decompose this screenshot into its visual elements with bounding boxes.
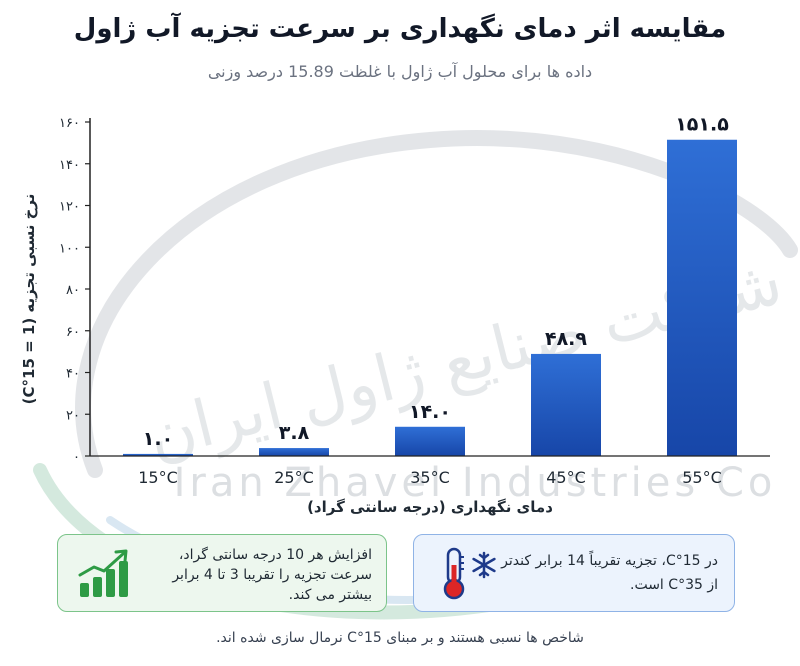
bar-value-label: ۴۸.۹ xyxy=(545,328,587,350)
insight-text-cold: در 15°C، تجزیه تقریباً 14 برابر کندتر از… xyxy=(501,553,718,593)
bar-chart: ۰ ۲۰ ۴۰ ۶۰ ۸۰ ۱۰۰ ۱۲۰ ۱۴۰ ۱۶۰ ۱.۰ ۳.۸ ۱۴.۰ ۴۸.۹ ۱۵۱.… xyxy=(59,114,770,487)
insight-card-growth: افزایش هر 10 درجه سانتی گراد، سرعت تجزیه… xyxy=(57,534,387,612)
bar-4 xyxy=(667,139,737,456)
y-tick-label: ۶۰ xyxy=(66,325,80,340)
bar-value-label: ۱۵۱.۵ xyxy=(675,114,729,136)
insight-text-growth: افزایش هر 10 درجه سانتی گراد، سرعت تجزیه… xyxy=(172,547,372,603)
y-tick-label: ۴۰ xyxy=(66,367,80,382)
y-tick-label: ۱۶۰ xyxy=(59,116,80,131)
growth-chart-icon xyxy=(78,549,128,597)
bar-2 xyxy=(395,426,465,456)
bar-value-label: ۳.۸ xyxy=(279,422,310,444)
bar-0 xyxy=(123,453,193,456)
chart-title: مقایسه اثر دمای نگهداری بر سرعت تجزیه آب… xyxy=(73,14,727,44)
x-tick-label: 55°C xyxy=(682,468,722,487)
bar-value-label: ۱.۰ xyxy=(143,428,173,450)
y-tick-label: ۸۰ xyxy=(66,283,80,298)
y-tick-label: ۲۰ xyxy=(66,408,80,423)
y-axis-label: نرخ نسبی تجزیه (1 = 15°C) xyxy=(20,193,38,405)
x-tick-label: 45°C xyxy=(546,468,586,487)
insight-card-cold: در 15°C، تجزیه تقریباً 14 برابر کندتر از… xyxy=(413,534,735,612)
bar-value-label: ۱۴.۰ xyxy=(409,401,451,423)
x-tick-label: 15°C xyxy=(138,468,178,487)
y-tick-label: ۰ xyxy=(73,450,80,465)
bar-3 xyxy=(531,353,601,456)
y-tick-label: ۱۴۰ xyxy=(59,158,80,173)
thermometer-snowflake-icon xyxy=(443,547,496,600)
x-tick-label: 35°C xyxy=(410,468,450,487)
y-tick-label: ۱۲۰ xyxy=(59,200,80,215)
footnote: شاخص ها نسبی هستند و بر مبنای 15°C نرمال… xyxy=(216,630,584,646)
y-tick-label: ۱۰۰ xyxy=(59,241,80,256)
chart-subtitle: داده ها برای محلول آب ژاول با غلظت 15.89… xyxy=(207,62,593,81)
x-tick-label: 25°C xyxy=(274,468,314,487)
x-axis-label: دمای نگهداری (درجه سانتی گراد) xyxy=(307,498,553,516)
bar-1 xyxy=(259,448,329,456)
